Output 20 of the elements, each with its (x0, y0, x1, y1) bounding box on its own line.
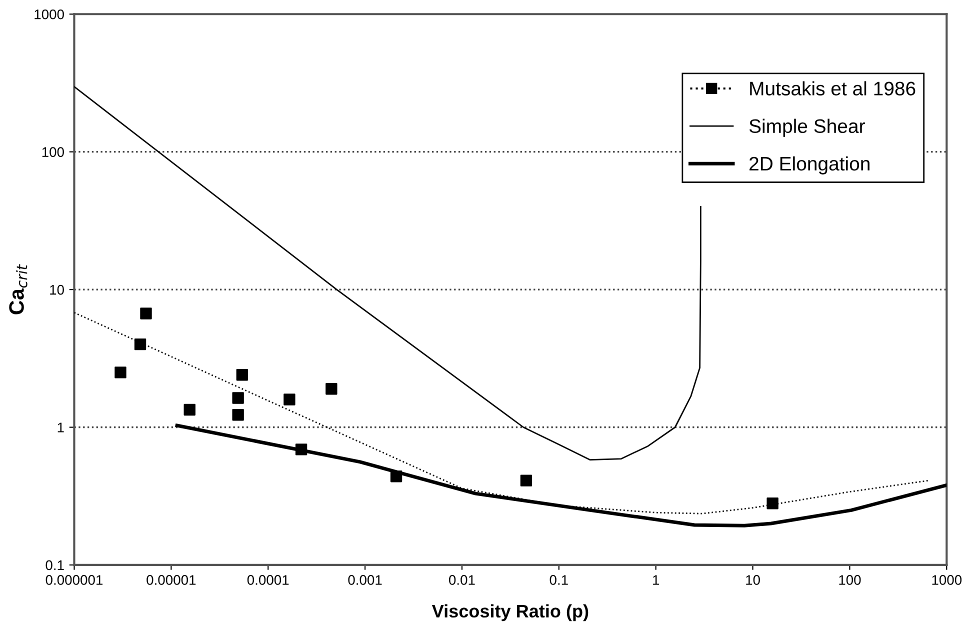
x-tick-label: 10 (746, 575, 760, 585)
legend-label: 2D Elongation (750, 156, 870, 174)
x-tick-label: 100 (839, 575, 861, 585)
y-tick-label: 10 (50, 284, 64, 295)
x-tick-label: 1 (653, 575, 660, 585)
y-tick-label: 100 (42, 147, 64, 157)
y-axis-title: Ca$_{crit}$ (9, 264, 28, 314)
legend-label: Mutsakis et al 1986 (750, 81, 916, 96)
x-tick-label: 0.000001 (46, 575, 103, 585)
x-tick-label: 1000 (932, 575, 962, 585)
x-axis-title: Viscosity Ratio (p) (432, 604, 588, 622)
x-tick-label: 0.001 (348, 575, 382, 585)
y-tick-label: 0.1 (46, 560, 64, 570)
legend-label: Simple Shear (749, 118, 865, 137)
x-tick-label: 0.1 (550, 575, 568, 585)
x-tick-label: 0.0001 (247, 575, 289, 585)
x-tick-label: 0.00001 (146, 575, 196, 585)
y-tick-label: 1 (58, 422, 64, 432)
x-tick-label: 0.01 (449, 575, 475, 585)
y-tick-label: 1000 (34, 9, 64, 20)
